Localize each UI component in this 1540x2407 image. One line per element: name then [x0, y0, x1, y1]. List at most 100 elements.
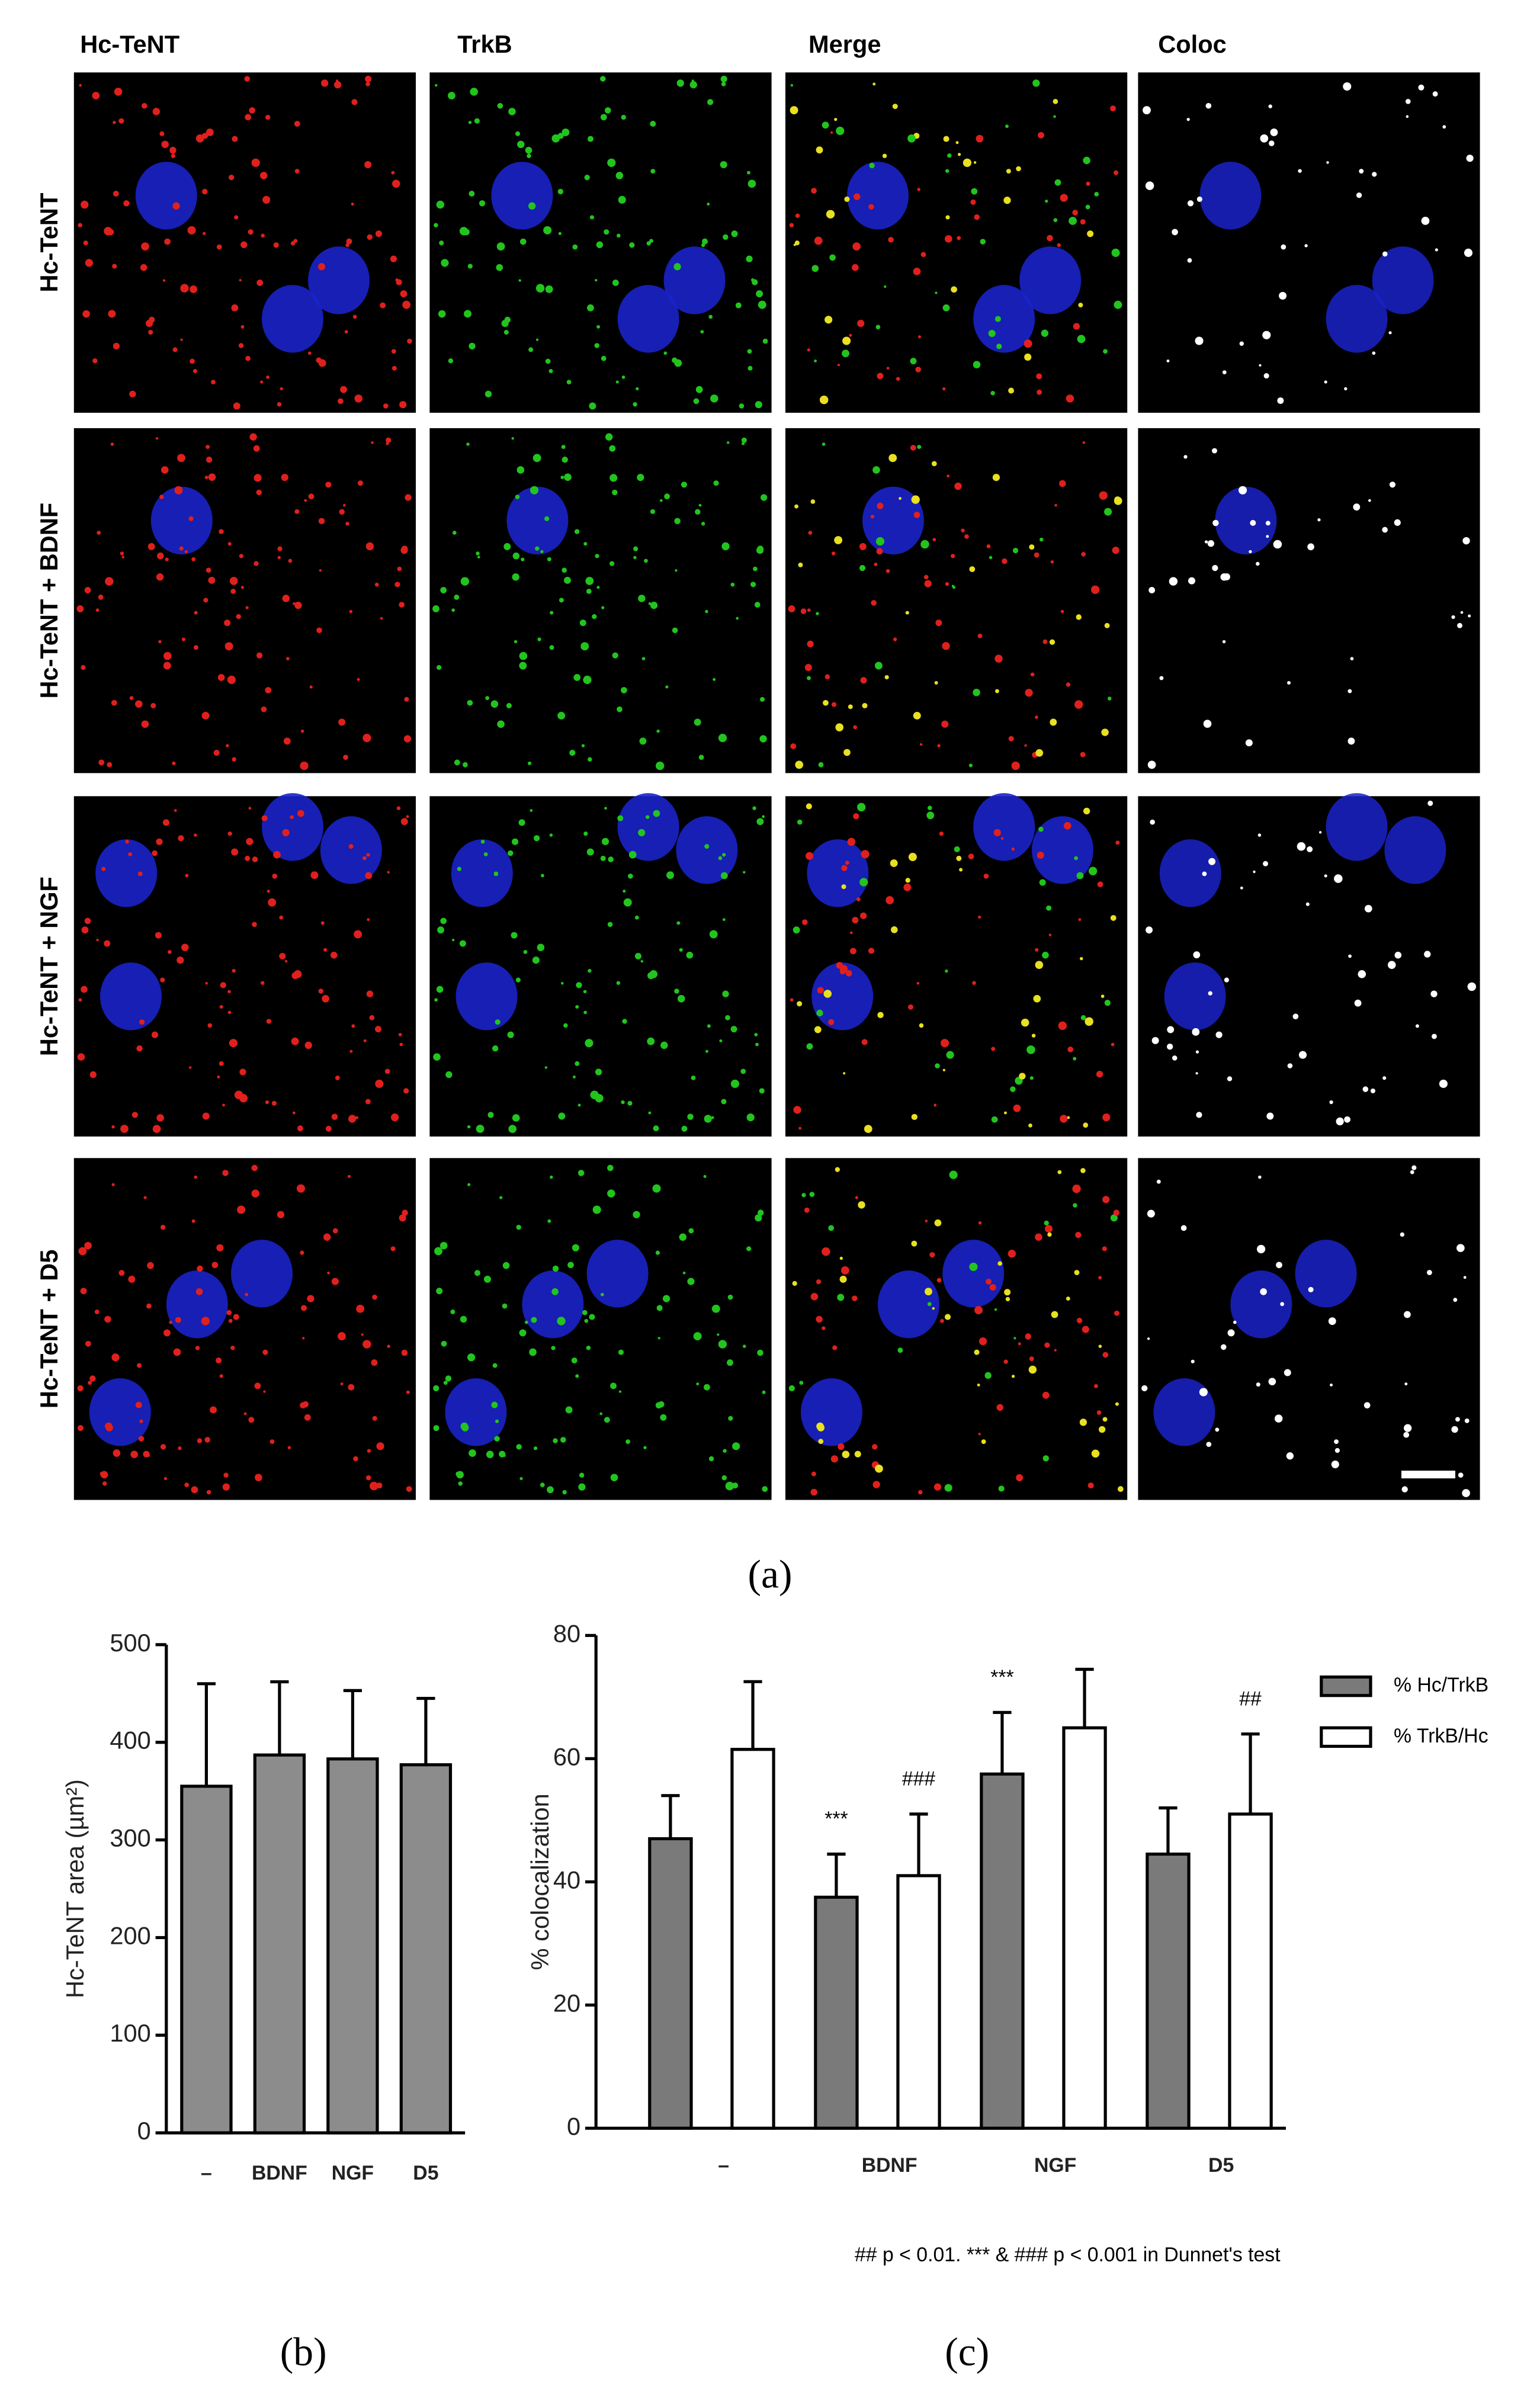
puncta: [579, 620, 586, 627]
puncta: [261, 815, 268, 821]
puncta: [897, 1347, 903, 1353]
puncta: [237, 1205, 246, 1214]
puncta: [268, 898, 277, 907]
puncta: [1115, 1402, 1119, 1406]
puncta: [123, 200, 130, 207]
puncta: [872, 1444, 878, 1450]
puncta: [367, 918, 370, 922]
puncta: [908, 1004, 914, 1010]
nucleus: [1215, 486, 1277, 555]
puncta: [82, 310, 90, 318]
puncta: [939, 831, 944, 836]
puncta: [814, 1026, 822, 1034]
puncta: [808, 531, 813, 535]
puncta: [1073, 1203, 1077, 1208]
puncta: [826, 210, 835, 219]
puncta: [1404, 1382, 1408, 1386]
nucleus: [150, 486, 213, 555]
puncta: [961, 528, 965, 532]
puncta: [986, 1278, 992, 1285]
puncta: [1239, 486, 1247, 495]
nucleus: [1295, 1240, 1357, 1308]
puncta: [1054, 1349, 1057, 1352]
puncta: [758, 1209, 764, 1216]
puncta: [1208, 858, 1216, 865]
puncta: [233, 1314, 239, 1320]
puncta: [822, 121, 829, 129]
puncta: [362, 1340, 371, 1349]
puncta: [441, 1340, 447, 1347]
puncta: [77, 1053, 85, 1061]
puncta: [1304, 244, 1308, 248]
puncta: [366, 853, 370, 857]
puncta: [1401, 1486, 1408, 1493]
puncta: [456, 1471, 464, 1479]
puncta: [287, 1446, 291, 1449]
puncta: [527, 153, 531, 158]
puncta: [1035, 961, 1044, 969]
puncta: [1432, 91, 1438, 97]
puncta: [320, 921, 325, 925]
puncta: [762, 1486, 768, 1492]
y-tick-label: 0: [137, 2117, 151, 2145]
puncta: [254, 1382, 261, 1389]
puncta: [1042, 1391, 1050, 1399]
puncta: [723, 234, 729, 240]
puncta: [98, 594, 104, 600]
puncta: [492, 1363, 498, 1368]
puncta: [604, 229, 609, 235]
puncta: [587, 136, 594, 142]
puncta: [1239, 341, 1244, 346]
puncta: [517, 140, 525, 149]
puncta: [830, 1455, 838, 1463]
puncta: [222, 1103, 225, 1107]
nucleus: [862, 486, 924, 555]
puncta: [519, 662, 527, 670]
puncta: [970, 199, 976, 205]
puncta: [401, 1349, 408, 1356]
puncta: [307, 351, 312, 355]
x-tick-label: NGF: [332, 2162, 374, 2184]
puncta: [1060, 1115, 1068, 1123]
puncta: [1411, 1165, 1417, 1170]
puncta: [610, 1382, 617, 1389]
puncta: [923, 575, 929, 580]
puncta: [141, 242, 149, 251]
puncta: [437, 926, 444, 934]
puncta: [530, 486, 539, 495]
puncta: [974, 214, 980, 220]
puncta: [1042, 1455, 1050, 1462]
puncta: [600, 855, 606, 861]
puncta: [1044, 1220, 1049, 1226]
puncta: [524, 1320, 528, 1324]
puncta: [728, 1416, 733, 1421]
puncta: [935, 1063, 940, 1068]
puncta: [1344, 1116, 1350, 1123]
puncta: [1077, 335, 1086, 344]
puncta: [179, 546, 184, 551]
puncta: [1074, 700, 1083, 709]
puncta: [861, 850, 870, 859]
puncta: [913, 711, 921, 720]
puncta: [741, 442, 745, 445]
puncta: [254, 561, 259, 566]
puncta: [795, 760, 804, 769]
error-bar: [1075, 1667, 1094, 1728]
puncta: [931, 461, 937, 467]
puncta: [916, 981, 920, 985]
footnote: ## p < 0.01. *** & ### p < 0.001 in Dunn…: [855, 2244, 1281, 2266]
puncta: [1253, 870, 1256, 874]
puncta: [1400, 1232, 1405, 1237]
puncta: [219, 1374, 223, 1378]
puncta: [726, 441, 730, 444]
puncta: [1042, 639, 1048, 644]
puncta: [549, 645, 554, 650]
nucleus: [445, 1378, 507, 1446]
puncta: [604, 807, 607, 810]
puncta: [77, 1385, 84, 1392]
puncta: [600, 1292, 604, 1296]
puncta: [595, 278, 598, 282]
puncta: [940, 1039, 949, 1048]
puncta: [859, 543, 867, 550]
